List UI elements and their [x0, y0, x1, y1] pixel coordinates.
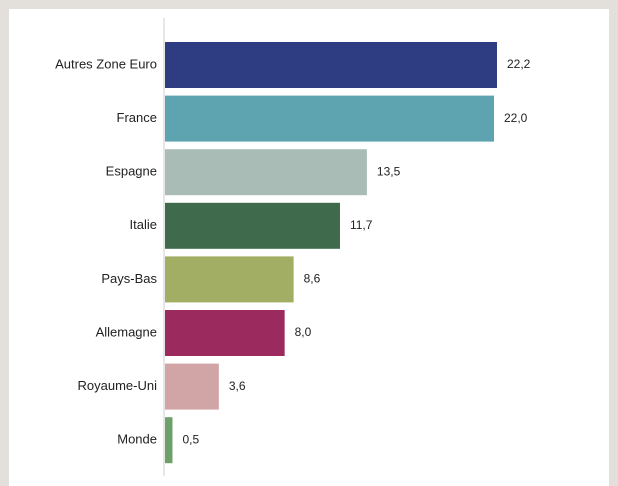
bar-autres-zone-euro	[165, 42, 497, 88]
bar-monde	[165, 417, 173, 464]
category-labels-group: Autres Zone Euro France Espagne Italie Pays-…	[55, 56, 157, 446]
bar-italie	[165, 202, 340, 249]
value-labels-group: 22,2 22,0 13,5 11,7 8,6 8,0 3,6 0,5	[182, 57, 530, 446]
value-label: 3,6	[229, 379, 246, 393]
category-label: Italie	[130, 217, 157, 232]
value-label: 8,0	[295, 325, 312, 339]
bar-espagne	[165, 149, 367, 196]
category-label: Monde	[117, 432, 157, 447]
category-label: France	[117, 110, 157, 125]
value-label: 22,2	[507, 57, 531, 71]
value-label: 13,5	[377, 164, 401, 178]
bar-royaume-uni	[165, 363, 219, 410]
bar-allemagne	[165, 310, 285, 356]
value-label: 8,6	[304, 272, 321, 286]
category-label: Espagne	[106, 164, 157, 179]
value-label: 11,7	[350, 218, 373, 232]
category-label: Pays-Bas	[101, 271, 157, 286]
bar-pays-bas	[165, 256, 294, 303]
value-label: 22,0	[504, 111, 528, 125]
category-label: Autres Zone Euro	[55, 56, 157, 71]
bars-group	[165, 42, 497, 464]
bar-france	[165, 95, 495, 142]
value-label: 0,5	[182, 432, 199, 446]
category-label: Allemagne	[96, 324, 157, 339]
category-label: Royaume-Uni	[78, 378, 158, 393]
